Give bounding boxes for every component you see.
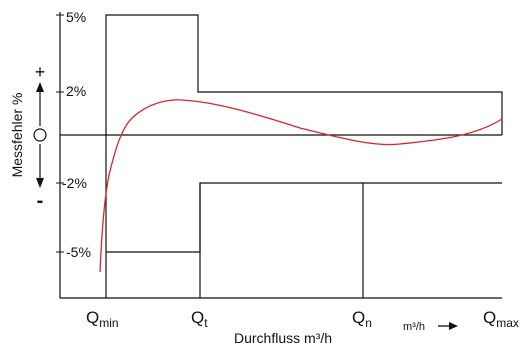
flow-arrow-icon [449, 322, 458, 330]
label-q-max-main: Q [483, 308, 496, 327]
label-q-t: Qt [191, 308, 208, 330]
y-label-minus-5-percent: -5% [66, 244, 91, 260]
zero-sign: 0 [40, 138, 41, 140]
y-label-2-percent: 2% [66, 83, 86, 99]
y-label-minus-2-percent: -2% [62, 175, 87, 191]
label-q-t-sub: t [204, 316, 208, 330]
upper-error-limit [105, 14, 503, 298]
label-q-min: Qmin [86, 308, 119, 330]
label-q-max-sub: max [496, 316, 519, 330]
zero-circle-icon [33, 128, 47, 142]
arrow-down-icon [36, 178, 44, 188]
label-q-n-sub: n [365, 316, 372, 330]
y-label-5-percent: 5% [66, 9, 86, 25]
label-q-min-sub: min [99, 316, 118, 330]
flow-unit-label: m³/h [403, 321, 425, 333]
x-axis-title: Durchfluss m³/h [234, 330, 332, 346]
label-q-t-main: Q [191, 308, 204, 327]
minus-sign: - [37, 190, 44, 212]
error-curve [99, 99, 503, 273]
y-axis-title: Messfehler % [9, 93, 25, 178]
lower-error-limit [106, 182, 502, 253]
label-q-max: Qmax [483, 308, 519, 330]
label-q-min-main: Q [86, 308, 99, 327]
arrow-up-icon [36, 82, 44, 92]
label-q-n: Qn [352, 308, 372, 330]
plus-sign: + [35, 62, 46, 82]
label-q-n-main: Q [352, 308, 365, 327]
